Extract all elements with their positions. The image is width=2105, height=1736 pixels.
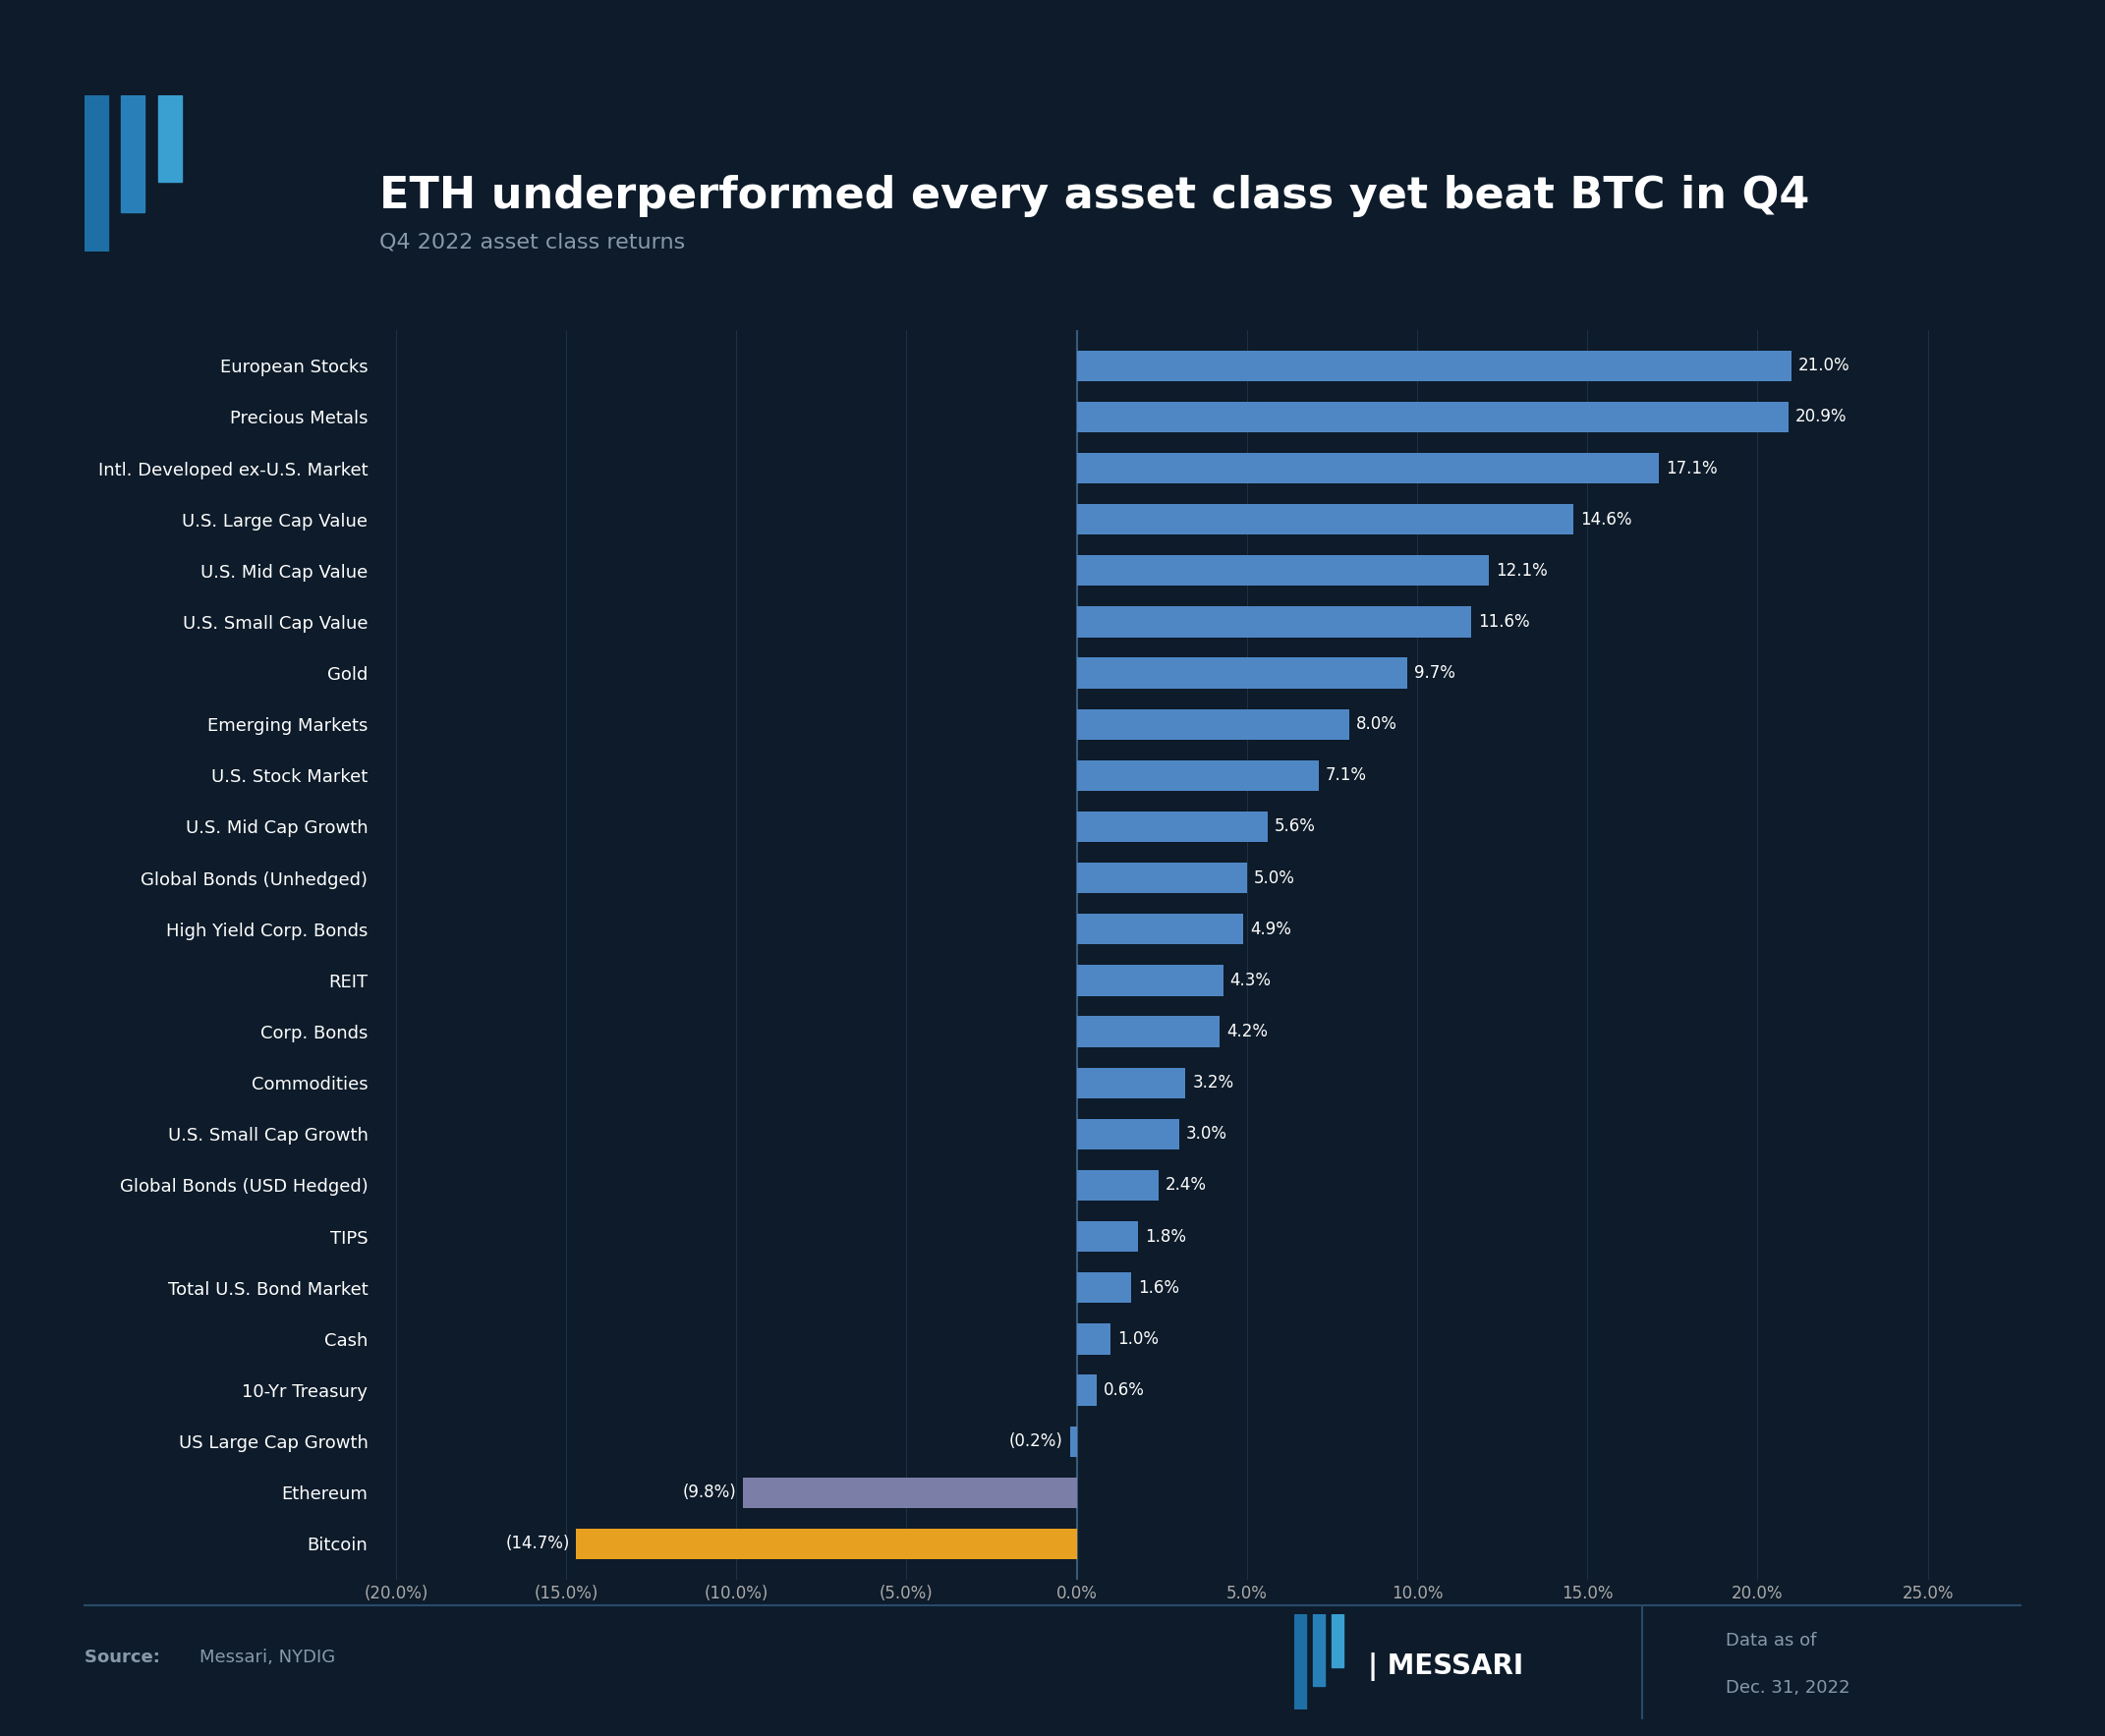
Bar	[1314, 1614, 1324, 1686]
Text: 12.1%: 12.1%	[1495, 562, 1547, 580]
Text: 1.6%: 1.6%	[1139, 1279, 1179, 1297]
Bar	[1076, 453, 1659, 484]
Text: 4.9%: 4.9%	[1250, 920, 1292, 937]
Bar	[1076, 1170, 1158, 1201]
Text: 17.1%: 17.1%	[1665, 460, 1718, 477]
Bar	[1076, 1272, 1130, 1304]
Text: Data as of: Data as of	[1726, 1632, 1817, 1649]
Bar	[743, 1477, 1076, 1509]
Text: 2.4%: 2.4%	[1166, 1177, 1206, 1194]
Text: 4.2%: 4.2%	[1227, 1023, 1267, 1040]
Bar	[1076, 606, 1471, 637]
Text: (0.2%): (0.2%)	[1008, 1432, 1063, 1450]
Text: Q4 2022 asset class returns: Q4 2022 asset class returns	[379, 233, 684, 252]
Bar	[1295, 1614, 1307, 1710]
Text: 11.6%: 11.6%	[1478, 613, 1530, 630]
Text: ETH underperformed every asset class yet beat BTC in Q4: ETH underperformed every asset class yet…	[379, 175, 1808, 217]
Bar	[1076, 708, 1349, 740]
Bar	[1076, 1016, 1219, 1047]
Bar	[1076, 863, 1246, 894]
Text: 7.1%: 7.1%	[1326, 767, 1366, 785]
Text: (14.7%): (14.7%)	[505, 1535, 570, 1552]
Bar	[1069, 1425, 1076, 1457]
Bar	[1076, 965, 1223, 996]
Bar	[1076, 811, 1267, 842]
Bar	[122, 95, 145, 214]
Bar	[1076, 658, 1406, 689]
Text: 8.0%: 8.0%	[1356, 715, 1398, 733]
Text: 5.6%: 5.6%	[1274, 818, 1316, 835]
Text: 4.3%: 4.3%	[1229, 972, 1271, 990]
Bar	[1076, 913, 1244, 944]
Text: Dec. 31, 2022: Dec. 31, 2022	[1726, 1679, 1850, 1696]
Text: 3.2%: 3.2%	[1191, 1075, 1234, 1092]
Text: 20.9%: 20.9%	[1796, 408, 1846, 425]
Bar	[577, 1528, 1076, 1559]
Bar	[1076, 1068, 1185, 1099]
Bar	[84, 95, 107, 252]
Text: 0.6%: 0.6%	[1103, 1382, 1145, 1399]
Text: (9.8%): (9.8%)	[682, 1484, 737, 1502]
Bar	[1076, 401, 1787, 432]
Text: Source:: Source:	[84, 1649, 166, 1667]
Text: 3.0%: 3.0%	[1185, 1125, 1227, 1142]
Text: Messari, NYDIG: Messari, NYDIG	[200, 1649, 335, 1667]
Text: 1.0%: 1.0%	[1118, 1330, 1160, 1347]
Text: 9.7%: 9.7%	[1415, 665, 1455, 682]
Text: 5.0%: 5.0%	[1255, 870, 1295, 887]
Bar	[1076, 1220, 1139, 1252]
Bar	[1076, 1118, 1179, 1149]
Bar	[1332, 1614, 1343, 1667]
Text: | MESSARI: | MESSARI	[1368, 1653, 1524, 1680]
Text: 1.8%: 1.8%	[1145, 1227, 1185, 1245]
Text: 21.0%: 21.0%	[1798, 358, 1850, 375]
Bar	[1076, 351, 1791, 382]
Text: 14.6%: 14.6%	[1581, 510, 1631, 528]
Bar	[1076, 760, 1318, 792]
Bar	[1076, 503, 1575, 535]
Bar	[1076, 556, 1488, 587]
Bar	[1076, 1323, 1111, 1354]
Bar	[1076, 1375, 1097, 1406]
Bar	[158, 95, 181, 182]
